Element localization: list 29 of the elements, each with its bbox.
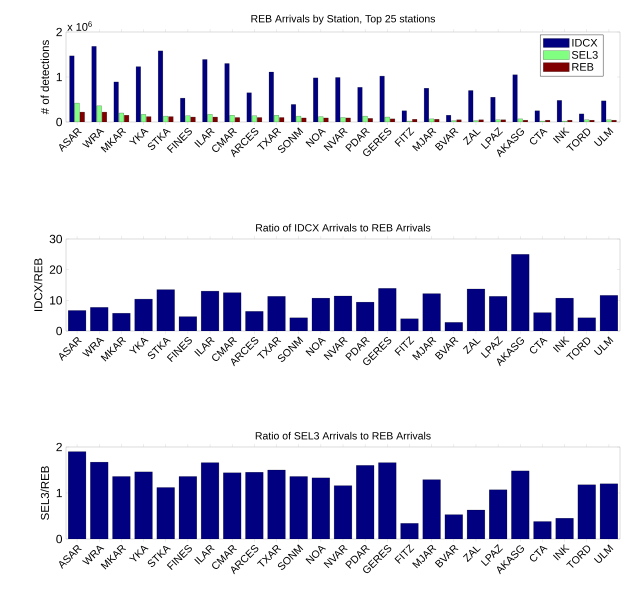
x-tick-label: ZAL [462, 130, 481, 146]
x-tick-label: ZAL [462, 546, 481, 562]
chart-title: Ratio of IDCX Arrivals to REB Arrivals [256, 224, 430, 232]
y-tick-label: 0 [56, 118, 62, 126]
text: x 10$^{6}$ [67, 21, 92, 31]
y-axis-title: IDCX/REB [34, 258, 42, 311]
x-tick-label: CTA [530, 338, 548, 354]
y-tick-label: 2 [56, 442, 62, 452]
legend-label: SEL3 [572, 51, 598, 59]
y-tick-label: 0 [56, 534, 62, 544]
chart-title: REB Arrivals by Station, Top 25 stations [251, 14, 436, 24]
x-tick-label: CTA [530, 546, 548, 562]
x-tick-label: YKA [128, 546, 149, 562]
x-tick-label: ZAL [462, 338, 481, 354]
y-tick-label: 10 [50, 296, 62, 305]
y-tick-label: 1 [56, 72, 62, 82]
y-tick-label: 2 [56, 28, 62, 36]
y-axis-title: SEL3/REB [40, 466, 49, 520]
x-tick-label: YKA [128, 338, 149, 354]
x-tick-label: CTA [530, 128, 548, 144]
chart-title: Ratio of SEL3 Arrivals to REB Arrivals [256, 432, 431, 440]
x-tick-label: YKA [128, 128, 149, 144]
legend-label: IDCX [572, 38, 598, 47]
y-axis-title: # of detections [40, 40, 49, 114]
legend-label: REB [572, 63, 594, 71]
y-tick-label: 20 [50, 265, 62, 274]
y-tick-label: 0 [56, 326, 62, 336]
y-tick-label: 30 [50, 234, 62, 244]
y-tick-label: 1 [56, 488, 62, 498]
